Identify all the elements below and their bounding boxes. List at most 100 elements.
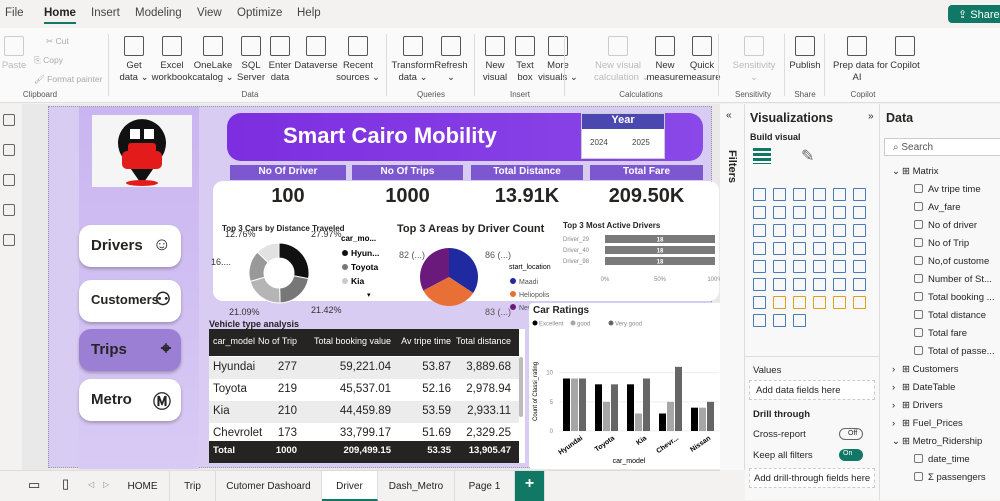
expand-chevron-icon[interactable]: ›	[892, 418, 896, 429]
ribbon-button[interactable]: Prep data for AI	[833, 36, 888, 84]
ribbon-button[interactable]: Sensitivity ⌄	[730, 36, 778, 84]
ribbon-button[interactable]: OneLake catalog ⌄	[189, 36, 237, 84]
visual-type-icon[interactable]	[753, 260, 766, 273]
rating-bar[interactable]	[635, 413, 642, 432]
pie-chart[interactable]: 86 (...) 83 (...) 82 (...) start_location Ma…	[389, 237, 569, 317]
ribbon-button[interactable]: Excel workbook	[148, 36, 196, 84]
field-checkbox[interactable]	[914, 220, 923, 229]
expand-chevron-icon[interactable]: ›	[892, 364, 896, 375]
desktop-layout-icon[interactable]: ▭	[28, 477, 41, 492]
ribbon-button[interactable]: New measure	[641, 36, 689, 84]
visual-type-icon[interactable]	[833, 278, 846, 291]
table-node[interactable]: ⊞ Drivers	[902, 400, 943, 411]
menu-view[interactable]: View	[197, 7, 222, 19]
field-item[interactable]: Σ passengers	[914, 472, 986, 483]
table-row[interactable]: Kia 210 44,459.89 53.59 2,933.11	[209, 401, 519, 423]
field-checkbox[interactable]	[914, 292, 923, 301]
ribbon-button[interactable]: New visual	[471, 36, 519, 84]
vehicle-table[interactable]: car_model No of Trip Total booking value Av…	[209, 329, 525, 463]
nav-customers-button[interactable]: Customers ⚇	[79, 280, 181, 322]
table-node[interactable]: ⊞ Metro_Ridership	[902, 436, 982, 447]
visual-type-icon[interactable]	[753, 242, 766, 255]
format-tab-icon[interactable]: ✎	[801, 148, 815, 165]
ribbon-button[interactable]: Paste	[0, 36, 38, 72]
visual-type-icon[interactable]	[833, 242, 846, 255]
rating-bar[interactable]	[667, 401, 674, 431]
field-item[interactable]: date_time	[914, 454, 970, 465]
expand-icon[interactable]: »	[868, 111, 874, 122]
field-item[interactable]: Av_fare	[914, 202, 961, 213]
collapse-chevron-icon[interactable]: ⌄	[892, 436, 900, 447]
table-view-icon[interactable]	[3, 144, 15, 156]
visual-type-icon[interactable]	[813, 188, 826, 201]
visual-type-icon[interactable]	[793, 278, 806, 291]
car-ratings-visual[interactable]: Car Ratings Excellent good Very good 0 5 10 Hy…	[529, 303, 725, 469]
rating-bar[interactable]	[595, 384, 602, 431]
field-checkbox[interactable]	[914, 274, 923, 283]
field-checkbox[interactable]	[914, 202, 923, 211]
tmdl-view-icon[interactable]	[3, 234, 15, 246]
expand-chevron-icon[interactable]: ›	[892, 382, 896, 393]
expand-chevron-icon[interactable]: ›	[892, 400, 896, 411]
rating-bar[interactable]	[603, 401, 610, 431]
visual-type-icon[interactable]	[833, 224, 846, 237]
column-header[interactable]: No of Trip	[257, 336, 297, 346]
table-node[interactable]: ⊞ Customers	[902, 364, 959, 375]
column-header[interactable]: Total distance	[455, 336, 511, 346]
visual-type-icon[interactable]	[773, 278, 786, 291]
menu-file[interactable]: File	[5, 7, 24, 19]
donut-slice[interactable]	[256, 242, 280, 264]
ribbon-button[interactable]: Transform data ⌄	[389, 36, 437, 84]
driver-bar[interactable]	[605, 257, 715, 265]
dax-query-icon[interactable]	[3, 204, 15, 216]
table-node[interactable]: ⊞ Fuel_Prices	[902, 418, 963, 429]
visual-type-icon[interactable]	[773, 314, 786, 327]
nav-trips-button[interactable]: Trips ⌖	[79, 329, 181, 371]
keep-filters-toggle[interactable]: On	[839, 449, 863, 461]
page-tab[interactable]: Driver	[322, 471, 378, 501]
field-checkbox[interactable]	[914, 238, 923, 247]
collapse-chevron-icon[interactable]: ⌄	[892, 166, 900, 177]
column-header[interactable]: Total booking value	[313, 336, 391, 346]
table-node[interactable]: ⊞ Matrix	[902, 166, 938, 177]
pie-slice[interactable]	[423, 277, 474, 306]
column-header[interactable]: car_model	[213, 336, 256, 346]
table-row[interactable]: Hyundai 277 59,221.04 53.87 3,889.68	[209, 357, 519, 379]
rating-bar[interactable]	[571, 378, 578, 432]
rating-bar[interactable]	[675, 366, 682, 431]
field-item[interactable]: Total booking ...	[914, 292, 995, 303]
ribbon-button[interactable]: Enter data	[256, 36, 304, 84]
visual-type-icon[interactable]	[773, 224, 786, 237]
drill-through-drop-zone[interactable]: Add drill-through fields here	[749, 468, 875, 488]
year-slicer[interactable]: Year 2024 2025	[581, 113, 665, 159]
rating-bar[interactable]	[659, 413, 666, 432]
model-view-icon[interactable]	[3, 174, 15, 186]
prev-page-icon[interactable]: ◁	[88, 480, 95, 489]
visual-type-icon[interactable]	[853, 260, 866, 273]
rating-bar[interactable]	[699, 407, 706, 431]
donut-slice[interactable]	[249, 276, 281, 304]
visual-type-icon[interactable]	[813, 224, 826, 237]
visual-type-icon[interactable]	[853, 188, 866, 201]
donut-chart[interactable]: 27.97% 21.42% 21.09% 16.... 12.76% car_mo... H…	[209, 231, 389, 321]
year-option-2025[interactable]: 2025	[632, 138, 650, 147]
visual-type-icon[interactable]	[813, 206, 826, 219]
ribbon-button[interactable]: Quick measure	[678, 36, 726, 84]
rating-bar[interactable]	[643, 378, 650, 432]
page-tab[interactable]: Page 1	[455, 471, 515, 501]
rating-bar[interactable]	[579, 378, 586, 432]
cut-button[interactable]: ✂ Cut	[46, 36, 69, 46]
menu-optimize[interactable]: Optimize	[237, 7, 283, 19]
visual-type-icon[interactable]	[813, 260, 826, 273]
field-checkbox[interactable]	[914, 454, 923, 463]
visual-type-icon[interactable]	[793, 188, 806, 201]
cross-report-toggle[interactable]: Off	[839, 428, 863, 440]
table-row[interactable]: Toyota 219 45,537.01 52.16 2,978.94	[209, 379, 519, 401]
rating-bar[interactable]	[707, 401, 714, 431]
values-drop-zone[interactable]: Add data fields here	[749, 380, 875, 400]
driver-bar[interactable]	[605, 246, 715, 254]
rating-bar[interactable]	[627, 384, 634, 431]
visual-type-icon[interactable]	[853, 278, 866, 291]
ribbon-button[interactable]: Refresh ⌄	[427, 36, 475, 84]
visual-type-icon[interactable]	[833, 188, 846, 201]
